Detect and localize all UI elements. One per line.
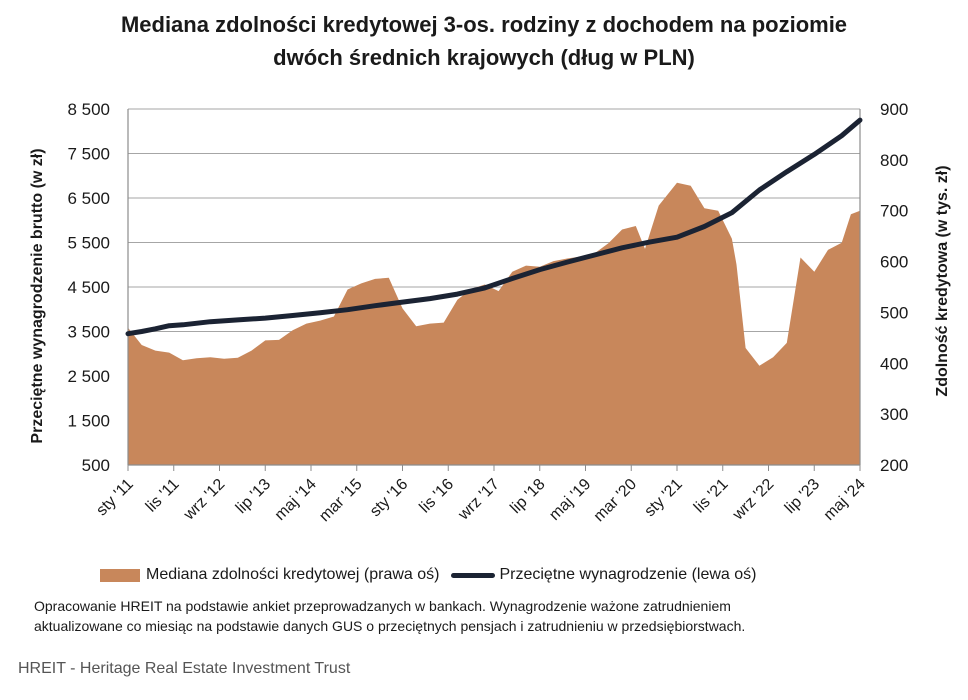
x-tick-label: wrz '22 <box>729 476 777 524</box>
x-tick-label: lis '11 <box>143 476 183 516</box>
x-tick-label: sty '16 <box>367 476 411 520</box>
y-left-tick-label: 4 500 <box>67 278 110 297</box>
y-right-ticks: 900 800 700 600 500 400 300 200 <box>880 100 908 475</box>
y-right-axis-label: Zdolność kredytowa (w tys. zł) <box>934 165 951 396</box>
x-tick-label: sty '21 <box>641 476 685 520</box>
y-right-tick-label: 200 <box>880 456 908 475</box>
y-left-tick-label: 5 500 <box>67 234 110 253</box>
y-left-tick-label: 2 500 <box>67 367 110 386</box>
x-tick-label: maj '24 <box>821 476 869 524</box>
y-right-tick-label: 600 <box>880 253 908 272</box>
legend-swatch-area <box>100 568 140 582</box>
chart-plot: 8 500 7 500 6 500 5 500 4 500 3 500 2 500 1 500… <box>29 100 951 525</box>
x-tick-label: lis '16 <box>416 476 457 517</box>
y-left-ticks: 8 500 7 500 6 500 5 500 4 500 3 500 2 500 1 500… <box>67 100 110 475</box>
footnote: Opracowanie HREIT na podstawie ankiet pr… <box>34 596 745 636</box>
chart-title-line-2: dwóch średnich krajowych (dług w PLN) <box>273 45 695 70</box>
chart-title: Mediana zdolności kredytowej 3-os. rodzi… <box>0 8 968 74</box>
footnote-line-2: aktualizowane co miesiąc na podstawie da… <box>34 618 746 634</box>
x-tick-label: wrz '12 <box>180 476 228 524</box>
footnote-line-1: Opracowanie HREIT na podstawie ankiet pr… <box>34 598 731 614</box>
y-right-tick-label: 500 <box>880 303 908 322</box>
x-tick-label: mar '20 <box>591 476 640 525</box>
x-tick-label: sty '11 <box>93 476 137 520</box>
y-right-tick-label: 900 <box>880 100 908 119</box>
y-left-tick-label: 7 500 <box>67 145 110 164</box>
x-tick-label: maj '19 <box>546 476 594 524</box>
y-right-tick-label: 300 <box>880 405 908 424</box>
x-tick-label: lip '18 <box>507 476 548 517</box>
chart-title-line-1: Mediana zdolności kredytowej 3-os. rodzi… <box>120 12 848 37</box>
x-tick-label: maj '14 <box>272 476 320 524</box>
line-series-path <box>125 117 863 337</box>
area-series-group <box>128 182 860 465</box>
legend-label-line: Przeciętne wynagrodzenie (lewa oś) <box>499 566 757 583</box>
source-credit: HREIT - Heritage Real Estate Investment … <box>18 660 351 677</box>
area-series-fill <box>128 182 860 465</box>
y-left-tick-label: 6 500 <box>67 189 110 208</box>
y-right-tick-label: 800 <box>880 151 908 170</box>
y-left-tick-label: 3 500 <box>67 323 110 342</box>
x-tick-label: lis '21 <box>691 476 732 517</box>
legend-label-area: Mediana zdolności kredytowej (prawa oś) <box>146 566 440 583</box>
x-tick-label: lip '13 <box>233 476 274 517</box>
y-right-tick-label: 700 <box>880 202 908 221</box>
x-tick-label: wrz '17 <box>455 476 503 524</box>
legend: Mediana zdolności kredytowej (prawa oś) … <box>100 562 756 588</box>
y-left-tick-label: 1 500 <box>67 412 110 431</box>
y-right-tick-label: 400 <box>880 354 908 373</box>
y-left-tick-label: 8 500 <box>67 100 110 119</box>
line-series-group <box>125 117 863 337</box>
y-left-tick-label: 500 <box>82 456 110 475</box>
y-left-axis-label: Przeciętne wynagrodzenie brutto (w zł) <box>29 148 46 443</box>
x-tick-label: mar '15 <box>316 476 365 525</box>
legend-swatch-line <box>451 572 496 578</box>
x-tick-label: lip '23 <box>782 476 823 517</box>
